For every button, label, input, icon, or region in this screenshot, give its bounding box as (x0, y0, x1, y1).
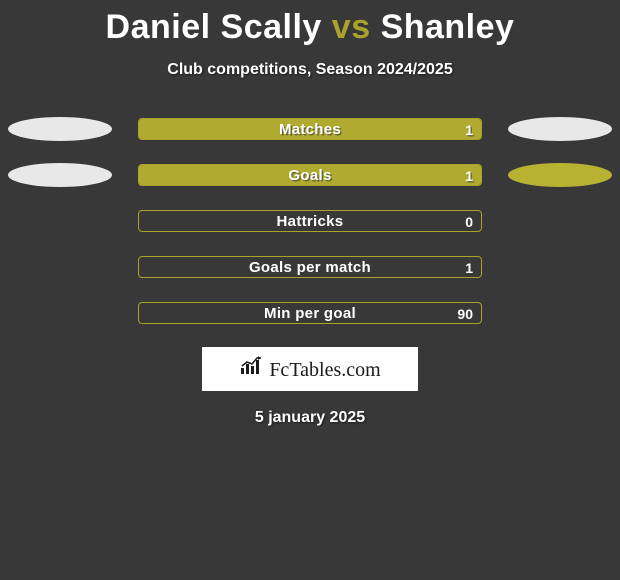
stat-row: Goals per match1 (0, 255, 620, 279)
stat-value: 1 (465, 257, 473, 279)
stat-value: 90 (457, 303, 473, 325)
stat-row: Hattricks0 (0, 209, 620, 233)
stat-value: 1 (465, 165, 473, 187)
brand-box: FcTables.com (202, 347, 418, 391)
vs-label: vs (332, 8, 371, 46)
stat-bar: Goals1 (138, 164, 482, 186)
stat-row: Matches1 (0, 117, 620, 141)
stat-row: Goals1 (0, 163, 620, 187)
left-ellipse (8, 163, 112, 187)
stat-label: Goals (139, 165, 481, 187)
stat-label: Hattricks (139, 211, 481, 233)
stat-value: 1 (465, 119, 473, 141)
stat-bar: Min per goal90 (138, 302, 482, 324)
player2-name: Shanley (381, 8, 515, 46)
left-ellipse (8, 117, 112, 141)
stat-value: 0 (465, 211, 473, 233)
stat-bar: Goals per match1 (138, 256, 482, 278)
stat-label: Goals per match (139, 257, 481, 279)
stat-bar: Hattricks0 (138, 210, 482, 232)
stat-label: Matches (139, 119, 481, 141)
stat-bar: Matches1 (138, 118, 482, 140)
stats-container: Matches1Goals1Hattricks0Goals per match1… (0, 117, 620, 325)
stat-row: Min per goal90 (0, 301, 620, 325)
right-ellipse (508, 163, 612, 187)
page-title: Daniel Scally vs Shanley (0, 0, 620, 47)
player1-name: Daniel Scally (106, 8, 322, 46)
brand-text: FcTables.com (269, 359, 380, 382)
stat-label: Min per goal (139, 303, 481, 325)
subtitle: Club competitions, Season 2024/2025 (0, 61, 620, 79)
bar-chart-icon (239, 356, 265, 376)
footer-date: 5 january 2025 (0, 409, 620, 427)
right-ellipse (508, 117, 612, 141)
